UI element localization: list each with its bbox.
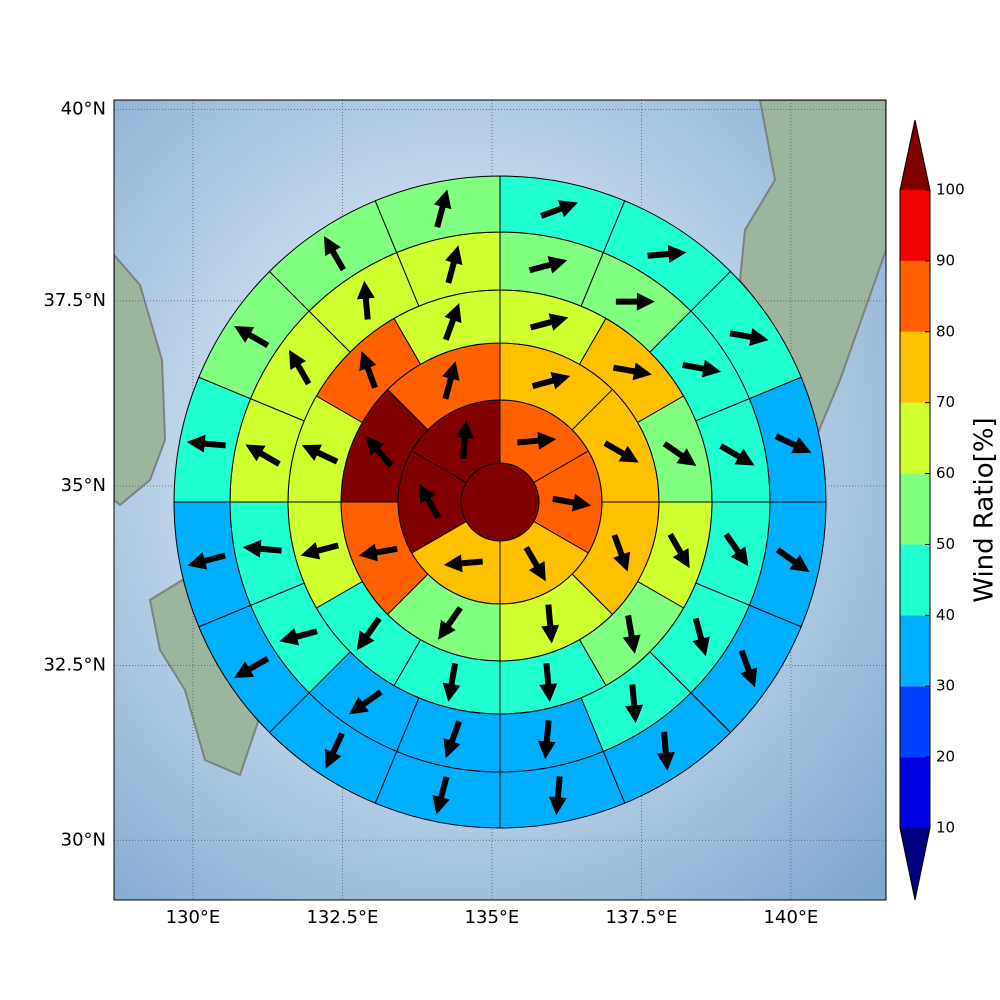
x-tick-label: 140°E bbox=[764, 907, 819, 928]
colorbar-segment bbox=[900, 686, 930, 758]
colorbar-segment bbox=[900, 615, 930, 687]
y-tick-label: 35°N bbox=[61, 475, 106, 496]
colorbar-segment bbox=[900, 473, 930, 545]
wind-arrow bbox=[775, 547, 810, 573]
wind-arrow bbox=[611, 533, 631, 572]
wind-arrow bbox=[445, 245, 463, 284]
wind-arrow bbox=[300, 542, 339, 560]
wind-arrow bbox=[539, 662, 558, 703]
wind-arrow bbox=[234, 655, 270, 679]
wind-arrow bbox=[348, 689, 383, 715]
wind-arrow bbox=[625, 684, 644, 724]
wind-arrow bbox=[622, 614, 641, 654]
wind-arrow bbox=[279, 627, 318, 646]
wind-arrow bbox=[359, 351, 378, 389]
wind-arrow bbox=[356, 616, 382, 651]
wind-arrow bbox=[615, 292, 655, 311]
colorbar-label: Wind Ratio[%] bbox=[970, 417, 1000, 602]
wind-arrow bbox=[325, 732, 345, 769]
rings bbox=[173, 175, 827, 829]
wind-arrow bbox=[365, 435, 394, 468]
wind-arrow bbox=[443, 554, 483, 573]
x-tick-label: 130°E bbox=[166, 907, 221, 928]
wind-arrow bbox=[523, 545, 546, 582]
colorbar-tick-label: 20 bbox=[936, 748, 955, 766]
y-tick-label: 32.5°N bbox=[43, 655, 106, 676]
wind-arrow bbox=[662, 441, 697, 467]
wind-arrow bbox=[456, 420, 474, 460]
colorbar-over bbox=[900, 120, 930, 190]
wind-arrow bbox=[245, 444, 281, 467]
wind-arrow bbox=[647, 244, 687, 263]
frame bbox=[113, 99, 887, 901]
colorbar-tick-label: 90 bbox=[936, 251, 955, 269]
colorbar-segment bbox=[900, 190, 930, 261]
wind-arrow bbox=[186, 434, 226, 453]
colorbar-segment bbox=[900, 331, 930, 403]
x-tick-label: 137.5°E bbox=[605, 907, 677, 928]
land bbox=[114, 253, 167, 507]
wind-arrow bbox=[529, 313, 569, 331]
colorbar-tick-label: 10 bbox=[936, 819, 955, 837]
wind-arrow bbox=[356, 280, 375, 320]
x-tick-label: 135°E bbox=[465, 907, 520, 928]
x-tick-label: 132.5°E bbox=[306, 907, 378, 928]
colorbar-segment bbox=[900, 402, 930, 474]
wind-arrow bbox=[358, 543, 398, 562]
y-tick-label: 37.5°N bbox=[43, 290, 106, 311]
wind-arrow bbox=[443, 720, 462, 759]
wind-arrow bbox=[603, 440, 639, 463]
wind-arrow bbox=[541, 604, 560, 644]
wind-arrow bbox=[301, 444, 339, 465]
wind-arrow bbox=[729, 328, 769, 346]
colorbar-tick-label: 60 bbox=[936, 464, 955, 482]
colorbar: 10 20 30 40 50 60 70 80 90 100 bbox=[899, 119, 965, 901]
wind-arrow bbox=[432, 776, 450, 815]
wind-arrow bbox=[234, 325, 270, 349]
wind-arrow bbox=[682, 359, 722, 378]
y-tick-label: 40°N bbox=[61, 98, 106, 119]
wind-arrow bbox=[774, 433, 812, 454]
wind-arrow bbox=[442, 662, 461, 702]
wind-arrow bbox=[187, 552, 226, 570]
wind-arrow bbox=[667, 532, 690, 569]
wind-arrow bbox=[433, 189, 452, 228]
wind-arrow bbox=[289, 349, 312, 386]
colorbar-tick-label: 100 bbox=[936, 181, 965, 199]
arrows bbox=[186, 189, 812, 816]
wind-arrow bbox=[438, 606, 463, 640]
colorbar-segment bbox=[900, 757, 930, 828]
colorbar-under bbox=[900, 828, 930, 900]
y-tick-label: 30°N bbox=[61, 829, 106, 850]
wind-arrow bbox=[442, 361, 460, 400]
wind-arrow bbox=[738, 649, 758, 688]
wind-arrow bbox=[552, 493, 592, 512]
wind-arrow bbox=[323, 236, 347, 272]
colorbar-segment bbox=[900, 260, 930, 332]
wind-arrow bbox=[723, 532, 749, 567]
wind-arrow bbox=[242, 539, 282, 558]
wind-arrow bbox=[612, 362, 652, 381]
colorbar-tick-label: 40 bbox=[936, 606, 955, 624]
wind-arrow bbox=[540, 200, 578, 219]
wind-arrow bbox=[443, 303, 462, 341]
colorbar-tick-label: 50 bbox=[936, 535, 955, 553]
axes: 130°E 132.5°E 135°E 137.5°E 140°E 30°N 32.5°N 3… bbox=[43, 98, 818, 928]
wind-arrow bbox=[692, 617, 710, 657]
colorbar-tick-label: 80 bbox=[936, 322, 955, 340]
colorbar-tick-label: 70 bbox=[936, 393, 955, 411]
wind-arrow bbox=[656, 731, 675, 771]
wind-arrow bbox=[537, 720, 556, 760]
wind-arrow bbox=[719, 443, 755, 466]
wind-arrow bbox=[528, 256, 568, 274]
colorbar-tick-label: 30 bbox=[936, 677, 955, 695]
colorbar-segment bbox=[900, 544, 930, 616]
wind-arrow bbox=[419, 483, 442, 520]
wind-arrow bbox=[548, 776, 567, 816]
wind-arrow bbox=[517, 431, 557, 450]
wind-arrow bbox=[531, 371, 571, 390]
